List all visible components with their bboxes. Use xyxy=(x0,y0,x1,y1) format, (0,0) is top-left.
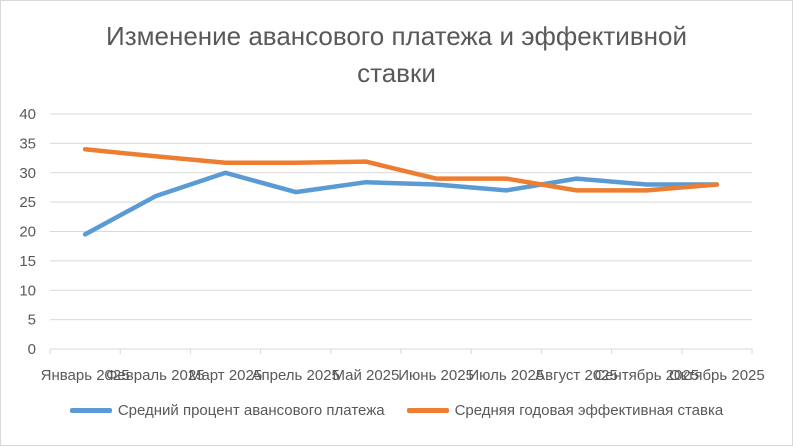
x-tick-label-8: Сентябрь 2025 xyxy=(594,367,699,384)
y-tick-label-1: 5 xyxy=(28,312,36,329)
chart-title: Изменение авансового платежа и эффективн… xyxy=(0,18,793,92)
y-tick-label-6: 30 xyxy=(19,165,36,182)
y-tick-label-8: 40 xyxy=(19,106,36,123)
chart-title-line-2: ставки xyxy=(357,58,436,88)
x-tick-label-5: Июнь 2025 xyxy=(398,367,474,384)
legend-item-effective-rate: Средняя годовая эффективная ставка xyxy=(406,402,724,419)
y-tick-label-5: 25 xyxy=(19,194,36,211)
y-tick-label-3: 15 xyxy=(19,253,36,270)
x-tick-label-9: Октябрь 2025 xyxy=(669,367,765,384)
y-tick-label-2: 10 xyxy=(19,282,36,299)
chart-title-line-1: Изменение авансового платежа и эффективн… xyxy=(106,21,687,51)
chart-legend: Средний процент авансового платежа Средн… xyxy=(0,402,793,419)
legend-item-advance-payment: Средний процент авансового платежа xyxy=(69,402,385,419)
x-tick-label-2: Март 2025 xyxy=(189,367,262,384)
x-tick-label-4: Май 2025 xyxy=(332,367,399,384)
legend-label-effective-rate: Средняя годовая эффективная ставка xyxy=(454,402,724,419)
legend-label-advance-payment: Средний процент авансового платежа xyxy=(117,402,385,419)
y-tick-label-4: 20 xyxy=(19,224,36,241)
y-tick-label-7: 35 xyxy=(19,135,36,152)
x-tick-label-0: Январь 2025 xyxy=(41,367,130,384)
x-tick-label-7: Август 2025 xyxy=(535,367,618,384)
x-tick-label-3: Апрель 2025 xyxy=(251,367,339,384)
series-line-1 xyxy=(82,147,720,193)
x-tick-label-6: Июль 2025 xyxy=(468,367,544,384)
series-line-0 xyxy=(82,170,720,237)
legend-swatch-effective-rate xyxy=(406,408,449,413)
x-tick-label-1: Февраль 2025 xyxy=(106,367,205,384)
legend-swatch-advance-payment xyxy=(69,408,112,413)
y-tick-label-0: 0 xyxy=(28,341,36,358)
